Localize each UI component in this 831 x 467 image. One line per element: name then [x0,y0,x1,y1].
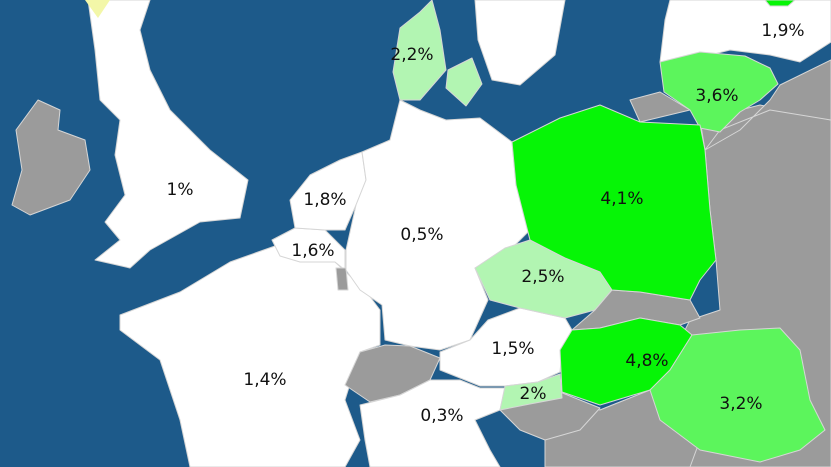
label-lithuania: 3,6% [695,86,738,106]
label-belgium: 1,6% [291,241,334,261]
label-poland: 4,1% [600,189,643,209]
country-united-kingdom[interactable] [87,0,249,269]
country-france[interactable] [119,245,381,467]
label-slovenia: 2% [520,384,547,404]
label-france: 1,4% [243,370,286,390]
country-estonia[interactable] [764,0,796,7]
country-latvia[interactable] [659,0,831,63]
country-romania[interactable] [649,327,826,463]
country-denmark[interactable] [392,0,447,101]
country-ireland[interactable] [11,99,91,216]
country-slovenia[interactable] [499,373,563,411]
country-sweden[interactable] [474,0,566,86]
label-romania: 3,2% [719,394,762,414]
country-denmark-island[interactable] [445,57,483,107]
label-united-kingdom: 1% [167,180,194,200]
country-germany[interactable] [345,99,531,351]
label-hungary: 4,8% [625,351,668,371]
label-latvia: 1,9% [761,21,804,41]
label-netherlands: 1,8% [303,190,346,210]
greenland-fragment [85,0,110,18]
country-belarus[interactable] [704,59,831,151]
country-poland[interactable] [511,104,717,301]
label-germany: 0,5% [400,225,443,245]
label-austria: 1,5% [491,339,534,359]
label-czechia: 2,5% [521,267,564,287]
country-lithuania[interactable] [659,51,779,133]
label-italy: 0,3% [420,406,463,426]
label-denmark: 2,2% [390,45,433,65]
country-luxembourg[interactable] [335,267,349,291]
